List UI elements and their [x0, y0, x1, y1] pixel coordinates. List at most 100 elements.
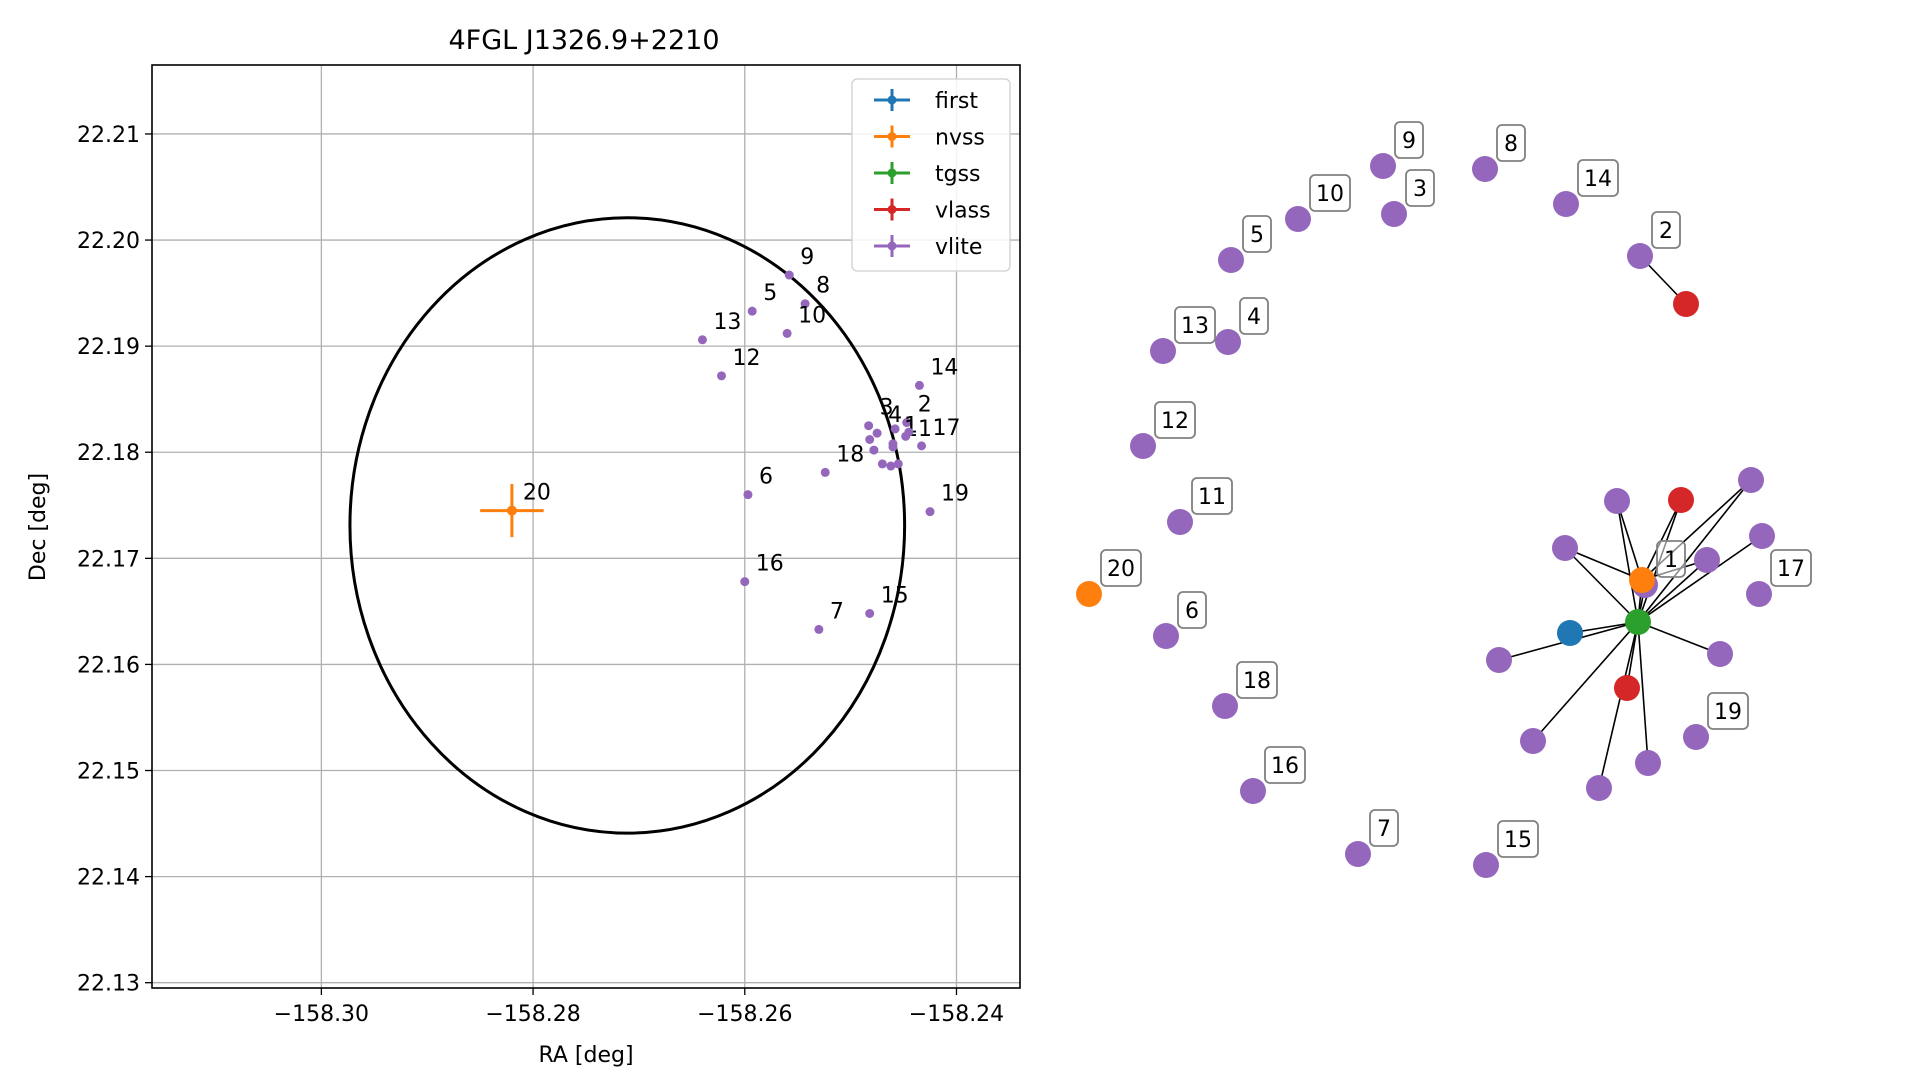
node-label-box: [1177, 591, 1207, 629]
network-node: [1520, 728, 1546, 754]
network-node: [1553, 191, 1579, 217]
node-label-box: [1496, 124, 1526, 162]
vlite-point: [893, 459, 903, 469]
network-node: [1668, 487, 1694, 513]
node-label: 2: [1659, 219, 1673, 244]
y-tick-label: 22.19: [77, 335, 140, 360]
node-label: 8: [1504, 132, 1518, 157]
y-tick-label: 22.18: [77, 441, 140, 466]
node-label-box: [1497, 820, 1539, 858]
point-label: 20: [523, 481, 551, 506]
legend: first nvss tgss vlass vlite: [851, 78, 1011, 272]
vlite-point: [904, 427, 914, 437]
network-node: [1150, 338, 1176, 364]
point-label: 2: [918, 393, 932, 418]
network-node: [1240, 778, 1266, 804]
nvss-legend-marker: [887, 132, 897, 141]
y-axis-ticks: 22.13 22.14 22.15 22.16 22.17 22.18 22.19 22.20…: [77, 123, 152, 997]
network-node: [1625, 609, 1651, 635]
plot-title: 4FGL J1326.9+2210: [448, 25, 719, 56]
network-edge: [1564, 547, 1643, 581]
node-label-box: [1154, 401, 1196, 439]
localization-ellipse: [348, 216, 907, 835]
y-tick-label: 22.20: [77, 229, 140, 254]
plot-frame: [151, 64, 1021, 989]
node-label-box: [1236, 661, 1278, 699]
tgss-legend-label: tgss: [935, 162, 981, 187]
y-tick-label: 22.17: [77, 547, 140, 572]
network-edge: [1641, 499, 1682, 581]
x-axis-label: RA [deg]: [538, 1043, 633, 1068]
association-network: 9 8 14 10 3 5 2 13 4 12 11 20 6 18 16 7 15 19 17 1: [1076, 121, 1812, 878]
node-label-box: [1264, 746, 1306, 784]
network-edge: [1532, 621, 1639, 742]
vlite-point: [902, 418, 912, 428]
node-label: 17: [1777, 557, 1805, 582]
node-label-box: [1394, 121, 1424, 159]
point-label: 18: [836, 442, 864, 467]
point-label: 8: [816, 274, 830, 299]
vlite-point: [917, 441, 927, 451]
node-label: 3: [1413, 177, 1427, 202]
y-tick-label: 22.13: [77, 972, 140, 997]
vlite-legend-label: vlite: [935, 235, 982, 260]
network-node: [1627, 243, 1653, 269]
node-label-box: [1405, 169, 1435, 207]
vlite-point: [890, 424, 900, 434]
node-label-box: [1770, 549, 1812, 587]
node-label-box: [1651, 211, 1681, 249]
node-label: 7: [1377, 817, 1391, 842]
network-node: [1707, 641, 1733, 667]
network-node: [1738, 467, 1764, 493]
network-node: [1076, 581, 1102, 607]
network-edge: [1637, 535, 1763, 623]
y-axis-label: Dec [deg]: [26, 473, 51, 581]
vlite-point: [814, 624, 824, 634]
node-label: 15: [1504, 828, 1532, 853]
tgss-legend-marker: [887, 168, 897, 178]
x-tick-label: −158.28: [485, 1002, 580, 1027]
x-tick-label: −158.26: [697, 1002, 792, 1027]
vlite-point: [784, 270, 794, 280]
network-node: [1614, 675, 1640, 701]
network-node: [1218, 247, 1244, 273]
y-tick-label: 22.16: [77, 653, 140, 678]
nvss-legend-label: nvss: [935, 126, 985, 151]
vlite-point: [820, 467, 830, 477]
network-node: [1370, 153, 1396, 179]
vlite-point: [782, 328, 792, 338]
network-node: [1153, 623, 1179, 649]
network-edge: [1616, 500, 1639, 623]
node-label-box: [1191, 477, 1233, 515]
node-label: 1: [1664, 548, 1678, 573]
node-label: 11: [1198, 485, 1226, 510]
point-label: 3: [880, 396, 894, 421]
node-label: 16: [1271, 754, 1299, 779]
network-node: [1212, 693, 1238, 719]
network-edge: [1637, 479, 1752, 623]
first-legend-marker: [887, 95, 897, 105]
network-edge: [1564, 547, 1639, 623]
network-edge: [1598, 621, 1639, 789]
network-node: [1381, 201, 1407, 227]
network-node: [1285, 206, 1311, 232]
node-label: 12: [1161, 409, 1189, 434]
network-node: [1673, 291, 1699, 317]
point-label: 14: [930, 355, 958, 380]
network-node: [1749, 523, 1775, 549]
network-node: [1552, 535, 1578, 561]
network-node: [1130, 433, 1156, 459]
nvss-point: [506, 505, 517, 516]
node-label: 9: [1402, 129, 1416, 154]
node-label-box: [1100, 549, 1142, 587]
node-label-box: [1707, 692, 1749, 730]
point-label: 9: [800, 245, 814, 270]
node-label: 14: [1584, 167, 1612, 192]
vlite-point: [740, 577, 750, 587]
vlite-point: [743, 490, 753, 500]
node-label-box: [1309, 174, 1351, 212]
network-node: [1345, 841, 1371, 867]
vlite-point: [697, 335, 707, 345]
vlite-legend-marker: [887, 241, 897, 251]
